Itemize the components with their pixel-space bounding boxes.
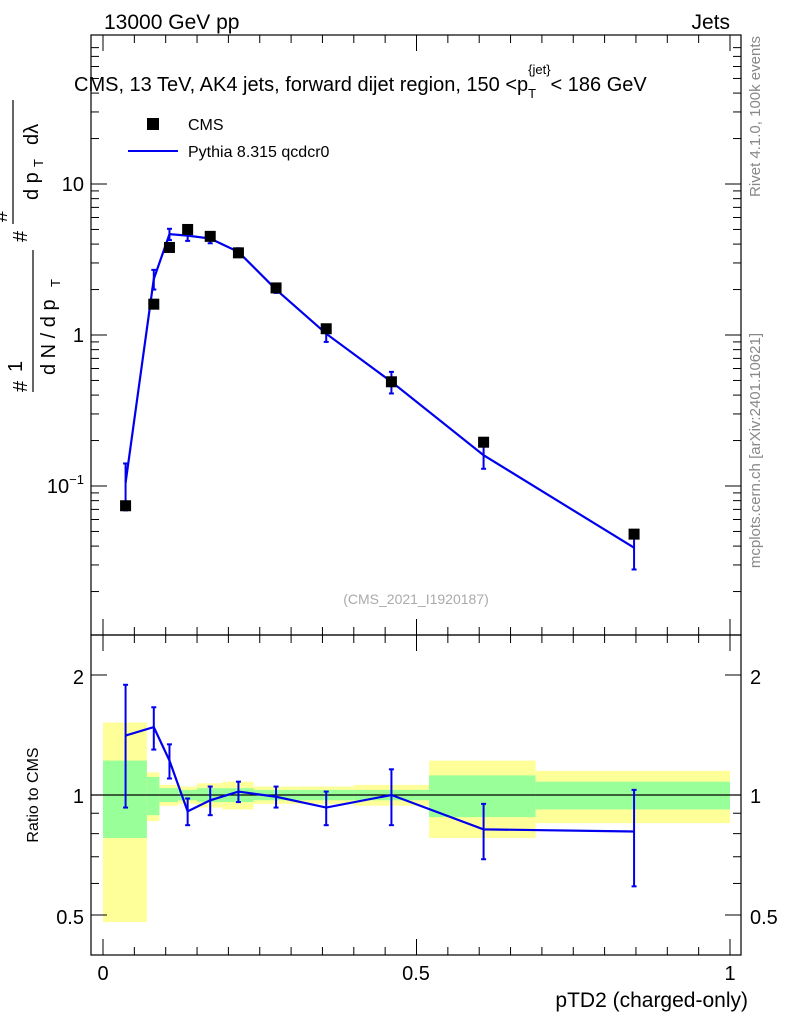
ratio-tick-label-1-right: 1	[750, 786, 761, 808]
ratio-tick-label-1-left: 1	[73, 786, 84, 808]
ratio-band-inner	[429, 775, 536, 818]
cms-data-point	[120, 500, 132, 512]
cms-data-point	[232, 247, 244, 259]
mc-line	[124, 233, 635, 549]
title-prefix: CMS, 13 TeV, AK4 jets, forward dijet reg…	[74, 74, 528, 96]
svg-text:d p: d p	[21, 172, 43, 200]
cms-data-point	[385, 376, 397, 388]
ratio-axis-ticks	[91, 635, 741, 955]
svg-text:d N / d p: d N / d p	[38, 299, 60, 375]
category-label: Jets	[691, 11, 730, 34]
y-tick-label-1: 1	[73, 325, 84, 347]
x-tick-label-1: 1	[724, 963, 735, 985]
cms-data-point	[163, 241, 175, 253]
rivet-version-label: Rivet 4.1.0, 100k events	[747, 36, 764, 197]
y-tick-label-10: 10	[62, 174, 84, 196]
ratio-tick-label-0.5-right: 0.5	[750, 907, 778, 929]
svg-text:N: N	[0, 156, 5, 170]
cms-series-main	[120, 223, 640, 540]
svg-text:#: #	[10, 230, 32, 242]
cms-data-point	[148, 298, 160, 310]
title-superscript: {jet}	[528, 62, 551, 77]
ratio-band-inner	[146, 776, 160, 816]
ratio-y-axis-label: Ratio to CMS	[25, 747, 42, 842]
title-subscript: T	[528, 86, 536, 101]
cms-data-point	[182, 223, 194, 235]
title-suffix: < 186 GeV	[551, 74, 648, 96]
plot-title: CMS, 13 TeV, AK4 jets, forward dijet reg…	[74, 62, 647, 101]
legend-mc-label: Pythia 8.315 qcdcr0	[188, 144, 330, 161]
svg-text:T: T	[48, 279, 63, 287]
cms-data-point	[320, 323, 332, 335]
ratio-tick-label-2-right: 2	[750, 667, 761, 689]
cms-data-point	[204, 230, 216, 242]
y-tick-label-0.1: 10−1	[47, 472, 84, 498]
x-tick-label-0.5: 0.5	[402, 963, 430, 985]
main-axis-ticks	[91, 35, 741, 635]
source-label: mcplots.cern.ch [arXiv:2401.10621]	[747, 333, 764, 568]
ratio-tick-label-0.5-left: 0.5	[56, 907, 84, 929]
svg-text:#: #	[0, 210, 12, 222]
cms-data-point	[270, 282, 282, 294]
legend-cms-marker	[147, 118, 159, 130]
cms-data-point	[478, 436, 490, 448]
analysis-id: (CMS_2021_I1920187)	[343, 591, 489, 607]
ratio-uncertainty-bands	[103, 722, 730, 923]
x-axis-label: pTD2 (charged-only)	[555, 989, 748, 1012]
mc-series-main	[123, 227, 637, 571]
legend-cms-label: CMS	[188, 117, 224, 134]
svg-text:#: #	[10, 380, 32, 392]
svg-text:1: 1	[5, 361, 27, 372]
cms-data-point	[628, 528, 640, 540]
main-y-axis-label: # 1 d N / d p T # # d 2 N d p T dλ	[0, 100, 63, 392]
svg-text:T: T	[31, 159, 46, 167]
svg-text:d: d	[0, 181, 5, 192]
ratio-tick-label-2-left: 2	[73, 667, 84, 689]
svg-text:dλ: dλ	[21, 124, 43, 145]
mc-series-ratio	[123, 683, 637, 888]
x-tick-label-0: 0	[97, 963, 108, 985]
energy-label: 13000 GeV pp	[104, 11, 239, 34]
